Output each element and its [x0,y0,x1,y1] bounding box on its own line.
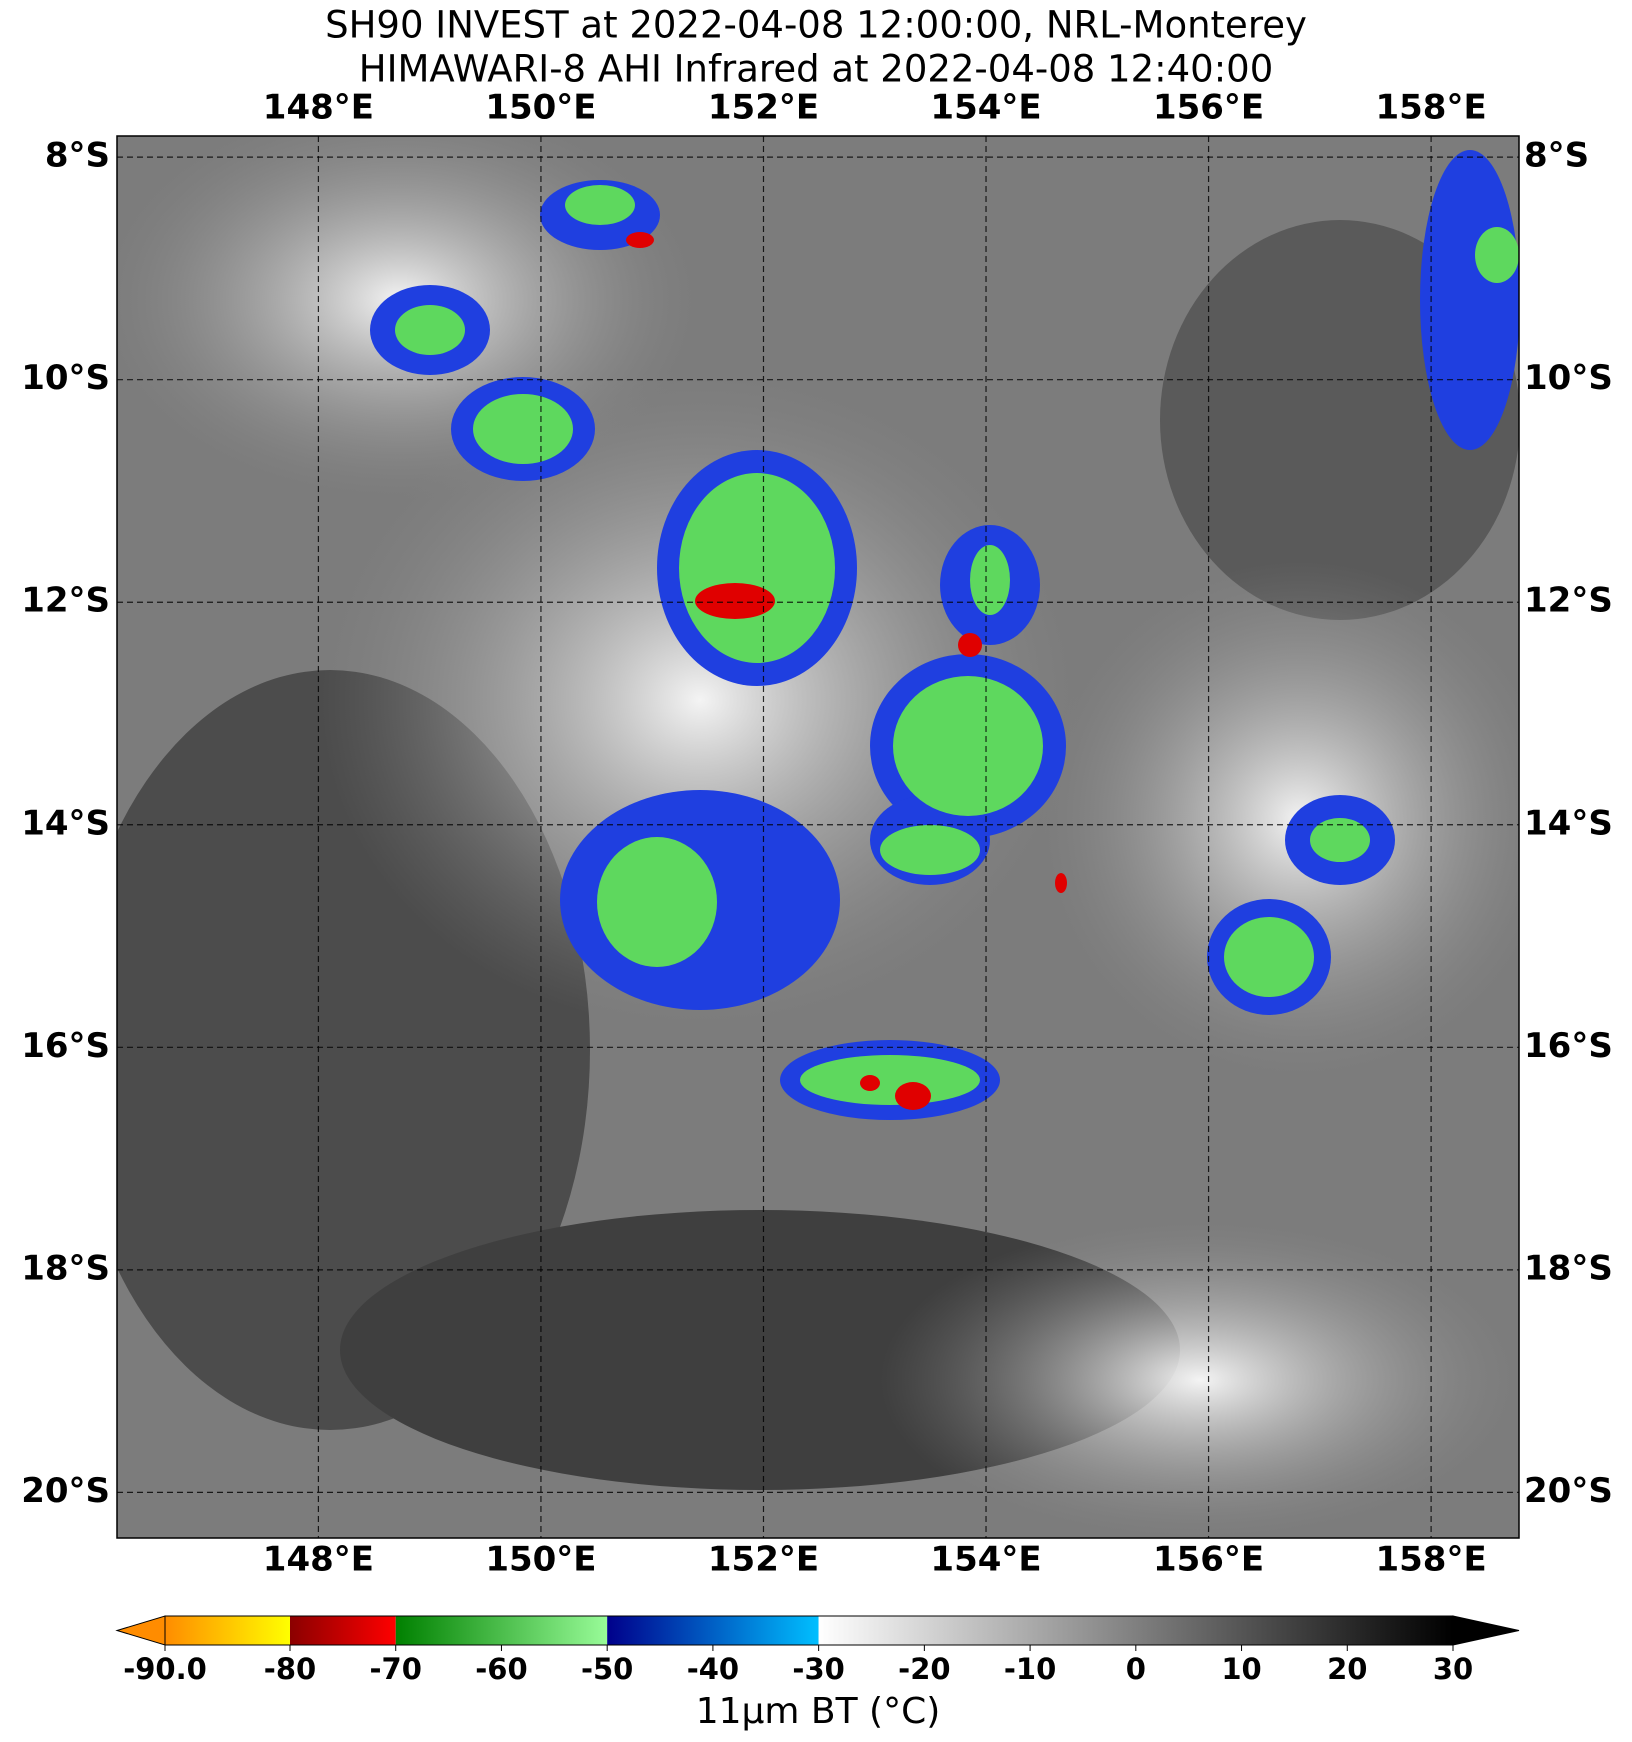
lon-label-bottom: 154°E [930,1540,1041,1580]
colorbar-segment [290,1616,396,1645]
lon-label-top: 148°E [263,88,374,128]
map-frame [116,135,1520,1539]
lat-label-right: 8°S [1524,136,1589,176]
lon-label-top: 150°E [485,88,596,128]
lat-label-left: 14°S [21,803,110,843]
lat-label-left: 16°S [21,1026,110,1066]
colorbar-tick-label: -10 [1004,1652,1056,1686]
lon-label-top: 152°E [708,88,819,128]
colorbar-tick-label: 30 [1433,1652,1473,1686]
colorbar-tick-label: -50 [581,1652,633,1686]
colorbar-tick-label: -60 [475,1652,527,1686]
lat-label-right: 14°S [1524,803,1613,843]
lon-label-bottom: 156°E [1153,1540,1264,1580]
lon-label-bottom: 148°E [263,1540,374,1580]
lat-label-right: 16°S [1524,1026,1613,1066]
lat-label-right: 10°S [1524,358,1613,398]
colorbar-tick-label: -90.0 [123,1652,207,1686]
colorbar-tick-label: -20 [898,1652,950,1686]
lon-label-bottom: 158°E [1375,1540,1486,1580]
colorbar-segment [165,1616,290,1645]
lat-label-right: 18°S [1524,1248,1613,1288]
colorbar-tick-label: -40 [687,1652,739,1686]
lon-label-top: 156°E [1153,88,1264,128]
colorbar-tick-label: -30 [792,1652,844,1686]
colorbar-frame [164,1615,1454,1646]
lat-label-right: 12°S [1524,581,1613,621]
colorbar-tick-label: 20 [1327,1652,1367,1686]
colorbar-extend-low [115,1615,166,1646]
lat-label-left: 20°S [21,1471,110,1511]
title: SH90 INVEST at 2022-04-08 12:00:00, NRL-… [325,4,1307,47]
subtitle: HIMAWARI-8 AHI Infrared at 2022-04-08 12… [359,48,1274,91]
lat-label-left: 12°S [21,581,110,621]
lat-label-left: 8°S [45,136,110,176]
colorbar-segment [395,1616,608,1645]
lon-label-top: 158°E [1375,88,1486,128]
satellite-image [117,136,1519,1538]
lon-label-bottom: 152°E [708,1540,819,1580]
colorbar-tick-label: -70 [370,1652,422,1686]
colorbar-tick-label: 10 [1221,1652,1261,1686]
lon-label-bottom: 150°E [485,1540,596,1580]
colorbar-extend-high [1452,1615,1520,1646]
lon-label-top: 154°E [930,88,1041,128]
colorbar-label: 11μm BT (°C) [696,1691,941,1732]
colorbar-segment [607,1616,819,1645]
colorbar-tick-label: -80 [264,1652,316,1686]
colorbar-segment [818,1616,1453,1645]
colorbar-tick-label: 0 [1126,1652,1146,1686]
lat-label-right: 20°S [1524,1471,1613,1511]
lat-label-left: 10°S [21,358,110,398]
lat-label-left: 18°S [21,1248,110,1288]
